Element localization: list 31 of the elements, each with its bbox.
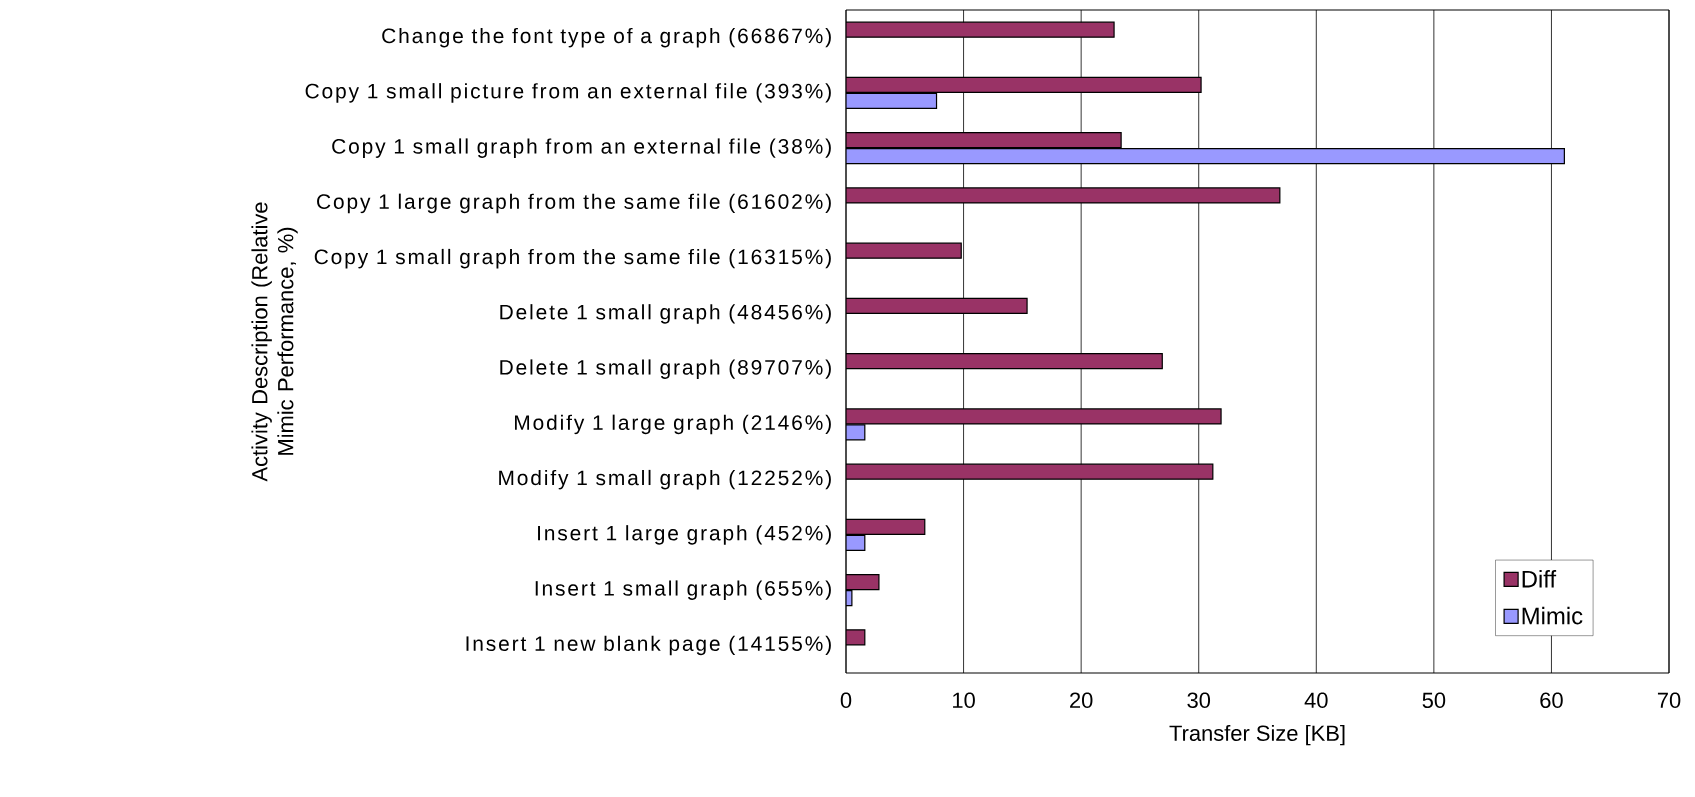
- y-tick-label: Insert 1 large graph (452%): [538, 525, 831, 545]
- y-tick-label: Copy 1 small graph from the same file (16315%): [314, 248, 831, 269]
- y-tick-label: Change the font type of a graph (66867%): [382, 27, 831, 48]
- y-tick-label: Copy 1 large graph from the same file (61602%): [317, 193, 831, 214]
- x-tick-label: 70: [1657, 692, 1681, 709]
- y-tick-label: Insert 1 new blank page (14155%): [466, 635, 831, 656]
- legend-label: Diff: [1522, 570, 1557, 588]
- legend-label: Mimic: [1522, 606, 1583, 625]
- bar: [846, 132, 1122, 149]
- bar: [846, 148, 1565, 165]
- bar: [846, 76, 1202, 93]
- y-tick-label: Copy 1 small graph from an external file (38%): [332, 138, 831, 158]
- y-tick-label: Delete 1 small graph (89707%): [500, 359, 831, 379]
- x-tick-label: 30: [1187, 692, 1211, 709]
- x-tick-label: 0: [840, 692, 852, 709]
- x-tick-label: 10: [953, 692, 975, 709]
- x-axis-title: Transfer Size [KB]: [1169, 724, 1345, 746]
- x-tick-label: 50: [1422, 692, 1446, 709]
- y-tick-label: Insert 1 small graph (655%): [535, 580, 831, 600]
- bar: [846, 297, 1028, 314]
- y-axis-title: Activity Description (Relative Mimic Performance, %): [251, 202, 298, 482]
- y-tick-label: Modify 1 large graph (2146%): [515, 414, 831, 435]
- x-tick-label: 20: [1070, 692, 1093, 709]
- bar: [846, 353, 1163, 370]
- y-tick-label: Copy 1 small picture from an external file (393%): [305, 83, 831, 103]
- x-tick-label: 40: [1304, 692, 1328, 709]
- y-tick-label: Modify 1 small graph (12252%): [499, 469, 831, 490]
- x-tick-label: 60: [1540, 692, 1563, 709]
- bar: [846, 92, 938, 109]
- y-tick-label: Delete 1 small graph (48456%): [500, 304, 831, 324]
- bar: [846, 518, 926, 535]
